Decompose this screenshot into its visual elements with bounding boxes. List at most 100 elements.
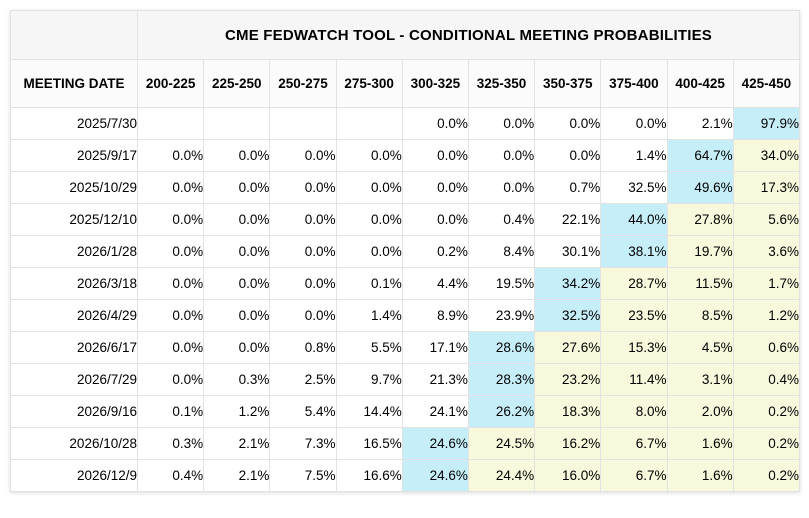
probability-cell: 28.7%: [600, 267, 668, 300]
probability-cell: 4.4%: [401, 267, 469, 300]
table-row: 2026/12/9 0.4% 2.1% 7.5% 16.6% 24.6% 24.4% 16.0…: [10, 459, 801, 492]
probability-cell: 38.1%: [600, 235, 668, 268]
probability-cell: 11.5%: [666, 267, 734, 300]
probability-cell: 1.4%: [335, 299, 403, 332]
meeting-date-cell: 2026/6/17: [10, 331, 138, 364]
probability-cell: 17.1%: [401, 331, 469, 364]
probability-cell: 0.0%: [534, 139, 602, 172]
probability-cell: 6.7%: [600, 427, 668, 460]
probability-cell: 24.1%: [401, 395, 469, 428]
probability-cell: 5.6%: [732, 203, 801, 236]
probability-cell: 1.6%: [666, 459, 734, 492]
probability-cell: 0.3%: [203, 363, 271, 396]
probability-cell: 0.0%: [269, 267, 337, 300]
probability-cell: 32.5%: [600, 171, 668, 204]
probability-cell: 26.2%: [467, 395, 536, 428]
meeting-date-cell: 2025/10/29: [10, 171, 138, 204]
probability-cell: 23.5%: [600, 299, 668, 332]
probability-cell: 28.6%: [467, 331, 536, 364]
probability-cell: 16.5%: [335, 427, 403, 460]
probability-cell: 0.4%: [136, 459, 205, 492]
corner-cell: [10, 10, 138, 60]
title-row: CME FEDWATCH TOOL - CONDITIONAL MEETING …: [10, 10, 800, 60]
probability-cell: 21.3%: [401, 363, 469, 396]
table-row: 2026/6/17 0.0% 0.0% 0.8% 5.5% 17.1% 28.6% 27.6%…: [10, 331, 801, 364]
probability-cell: 0.0%: [136, 171, 205, 204]
probability-cell: 0.0%: [335, 139, 403, 172]
probability-cell: 0.0%: [269, 299, 337, 332]
probability-cell: 0.7%: [534, 171, 602, 204]
probability-cell: 44.0%: [600, 203, 668, 236]
probability-cell: 0.0%: [401, 139, 469, 172]
probability-cell: 0.0%: [203, 139, 271, 172]
probability-cell: 24.4%: [467, 459, 536, 492]
probability-cell: 0.0%: [401, 107, 469, 140]
rate-range-header: 350-375: [534, 59, 602, 108]
probability-cell: 0.2%: [732, 459, 801, 492]
table-row: 2026/1/28 0.0% 0.0% 0.0% 0.0% 0.2% 8.4% 30.1% 38…: [10, 235, 801, 268]
probability-cell: 0.6%: [732, 331, 801, 364]
probability-cell: 0.2%: [732, 395, 801, 428]
column-header-row: MEETING DATE 200-225 225-250 250-275 275-30…: [10, 59, 801, 108]
meeting-date-cell: 2025/7/30: [10, 107, 138, 140]
meeting-date-header: MEETING DATE: [10, 59, 138, 108]
probability-cell: 0.0%: [335, 171, 403, 204]
meeting-date-cell: 2026/9/16: [10, 395, 138, 428]
table-row: 2026/3/18 0.0% 0.0% 0.0% 0.1% 4.4% 19.5% 34.2% 2…: [10, 267, 801, 300]
probability-cell: 27.8%: [666, 203, 734, 236]
probability-cell: 34.0%: [732, 139, 801, 172]
probability-cell: 8.4%: [467, 235, 536, 268]
probability-cell: 2.1%: [203, 459, 271, 492]
probability-cell: 0.0%: [269, 203, 337, 236]
meeting-date-cell: 2026/10/28: [10, 427, 138, 460]
meeting-date-cell: 2026/4/29: [10, 299, 138, 332]
table-row: 2025/9/17 0.0% 0.0% 0.0% 0.0% 0.0% 0.0% 0.0% 1.4…: [10, 139, 801, 172]
table-row: 2025/7/30 0.0% 0.0% 0.0% 0.0% 2.1% 97.9%: [10, 107, 801, 140]
probability-cell: [136, 107, 205, 140]
probability-cell: [203, 107, 271, 140]
probability-cell: 24.6%: [401, 459, 469, 492]
probability-cell: 64.7%: [666, 139, 734, 172]
meeting-date-cell: 2026/3/18: [10, 267, 138, 300]
probability-cell: 16.0%: [534, 459, 602, 492]
probability-cell: 0.0%: [269, 171, 337, 204]
probability-cell: 0.0%: [136, 299, 205, 332]
probability-cell: 5.4%: [269, 395, 337, 428]
probability-cell: 0.0%: [335, 203, 403, 236]
probability-cell: 0.0%: [136, 235, 205, 268]
probability-cell: 0.4%: [732, 363, 801, 396]
probability-cell: 1.6%: [666, 427, 734, 460]
probability-cell: 2.0%: [666, 395, 734, 428]
probability-cell: 8.5%: [666, 299, 734, 332]
probability-cell: 0.0%: [401, 203, 469, 236]
rate-range-header: 250-275: [269, 59, 337, 108]
conditional-probabilities-table: CME FEDWATCH TOOL - CONDITIONAL MEETING …: [10, 10, 801, 492]
probability-cell: 30.1%: [534, 235, 602, 268]
probability-cell: 32.5%: [534, 299, 602, 332]
probability-cell: 9.7%: [335, 363, 403, 396]
meeting-date-cell: 2026/7/29: [10, 363, 138, 396]
table-row: 2026/10/28 0.3% 2.1% 7.3% 16.5% 24.6% 24.5% 16.…: [10, 427, 801, 460]
meeting-date-cell: 2025/12/10: [10, 203, 138, 236]
table-row: 2026/9/16 0.1% 1.2% 5.4% 14.4% 24.1% 26.2% 18.3…: [10, 395, 801, 428]
probability-cell: 0.0%: [600, 107, 668, 140]
probability-cell: 4.5%: [666, 331, 734, 364]
probability-cell: 97.9%: [732, 107, 801, 140]
probability-cell: 27.6%: [534, 331, 602, 364]
probability-cell: 3.1%: [666, 363, 734, 396]
probability-cell: 34.2%: [534, 267, 602, 300]
probability-cell: 0.0%: [203, 331, 271, 364]
probability-cell: 15.3%: [600, 331, 668, 364]
table-row: 2025/12/10 0.0% 0.0% 0.0% 0.0% 0.0% 0.4% 22.1% 4…: [10, 203, 801, 236]
probability-cell: [335, 107, 403, 140]
table-title: CME FEDWATCH TOOL - CONDITIONAL MEETING …: [137, 10, 800, 60]
rate-range-header: 425-450: [732, 59, 801, 108]
rate-range-header: 300-325: [401, 59, 469, 108]
probability-cell: 0.0%: [467, 171, 536, 204]
probability-cell: 0.0%: [401, 171, 469, 204]
probability-cell: 28.3%: [467, 363, 536, 396]
probability-cell: 22.1%: [534, 203, 602, 236]
probability-cell: 0.0%: [136, 139, 205, 172]
probability-cell: 0.0%: [467, 107, 536, 140]
